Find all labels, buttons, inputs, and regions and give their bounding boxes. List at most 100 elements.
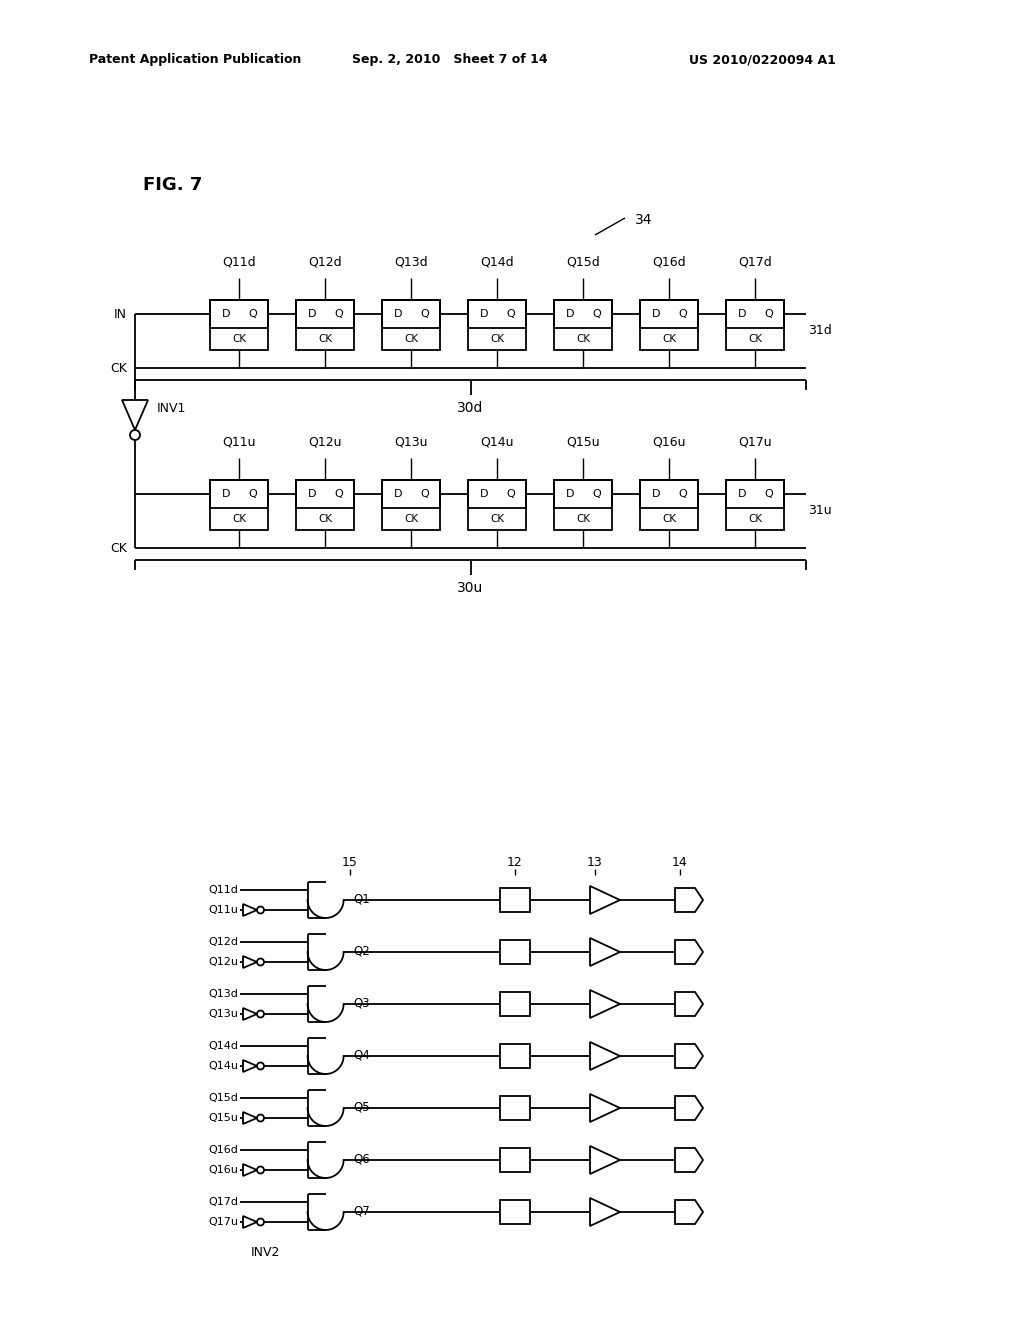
Text: Q: Q	[592, 309, 601, 319]
Text: Q12d: Q12d	[208, 937, 238, 946]
Text: Q: Q	[506, 488, 515, 499]
Text: D: D	[221, 488, 230, 499]
Text: 15: 15	[342, 857, 358, 870]
Text: CK: CK	[489, 513, 504, 524]
Text: Q15d: Q15d	[208, 1093, 238, 1104]
Text: CK: CK	[662, 334, 676, 345]
Bar	[296, 480, 354, 508]
Text: US 2010/0220094 A1: US 2010/0220094 A1	[688, 54, 836, 66]
Bar	[382, 480, 440, 531]
Text: Q: Q	[420, 488, 429, 499]
Text: Q13u: Q13u	[208, 1008, 238, 1019]
Text: Q17d: Q17d	[208, 1197, 238, 1206]
Text: Q15u: Q15u	[566, 436, 600, 449]
Text: Q16d: Q16d	[208, 1144, 238, 1155]
Text: D: D	[737, 488, 745, 499]
Text: Q: Q	[248, 488, 257, 499]
Text: Q5: Q5	[353, 1101, 371, 1114]
Bar	[726, 480, 784, 508]
Text: CK: CK	[748, 334, 762, 345]
Bar	[640, 480, 698, 531]
Text: Q14d: Q14d	[480, 256, 514, 268]
Bar	[554, 480, 612, 508]
Text: Q: Q	[592, 488, 601, 499]
Text: INV2: INV2	[250, 1246, 280, 1258]
Text: Q11d: Q11d	[222, 256, 256, 268]
Bar	[500, 1096, 530, 1119]
Text: Q11d: Q11d	[208, 884, 238, 895]
Bar	[554, 480, 612, 531]
Text: CK: CK	[317, 334, 332, 345]
Text: D: D	[221, 309, 230, 319]
Text: D: D	[651, 309, 659, 319]
Bar	[554, 300, 612, 350]
Text: Q7: Q7	[353, 1204, 371, 1217]
Text: Sep. 2, 2010   Sheet 7 of 14: Sep. 2, 2010 Sheet 7 of 14	[352, 54, 548, 66]
Text: Q16d: Q16d	[652, 256, 686, 268]
Text: Q4: Q4	[353, 1048, 371, 1061]
Text: CK: CK	[111, 541, 127, 554]
Bar	[296, 300, 354, 327]
Text: D: D	[307, 309, 316, 319]
Bar	[500, 940, 530, 964]
Bar	[500, 993, 530, 1016]
Bar	[210, 300, 268, 350]
Text: Q: Q	[420, 309, 429, 319]
Text: 12: 12	[507, 857, 523, 870]
Text: Q: Q	[506, 309, 515, 319]
Text: Q12u: Q12u	[308, 436, 342, 449]
Bar	[382, 300, 440, 327]
Text: D: D	[393, 488, 401, 499]
Text: CK: CK	[575, 334, 590, 345]
Text: CK: CK	[748, 513, 762, 524]
Text: Q2: Q2	[353, 945, 371, 957]
Text: D: D	[565, 309, 573, 319]
Bar	[382, 480, 440, 508]
Text: Q12d: Q12d	[308, 256, 342, 268]
Text: Q: Q	[764, 488, 773, 499]
Text: CK: CK	[111, 362, 127, 375]
Bar	[382, 300, 440, 350]
Text: Q16u: Q16u	[652, 436, 686, 449]
Text: Q17u: Q17u	[738, 436, 772, 449]
Text: 14: 14	[672, 857, 688, 870]
Text: Q14u: Q14u	[480, 436, 514, 449]
Text: D: D	[651, 488, 659, 499]
Bar	[554, 300, 612, 327]
Text: Patent Application Publication: Patent Application Publication	[89, 54, 301, 66]
Text: CK: CK	[317, 513, 332, 524]
Text: Q13d: Q13d	[208, 989, 238, 999]
Text: Q: Q	[764, 309, 773, 319]
Text: Q15u: Q15u	[208, 1113, 238, 1123]
Text: Q: Q	[334, 488, 343, 499]
Text: CK: CK	[403, 334, 418, 345]
Text: D: D	[479, 488, 487, 499]
Bar	[468, 480, 526, 508]
Bar	[296, 300, 354, 350]
Text: CK: CK	[403, 513, 418, 524]
Bar	[726, 480, 784, 531]
Text: FIG. 7: FIG. 7	[143, 176, 203, 194]
Text: Q3: Q3	[353, 997, 371, 1010]
Text: 13: 13	[587, 857, 603, 870]
Bar	[500, 1148, 530, 1172]
Bar	[210, 480, 268, 531]
Text: CK: CK	[232, 334, 246, 345]
Text: Q14u: Q14u	[208, 1061, 238, 1071]
Text: Q13d: Q13d	[394, 256, 428, 268]
Bar	[726, 300, 784, 350]
Text: CK: CK	[662, 513, 676, 524]
Text: Q11u: Q11u	[208, 906, 238, 915]
Bar	[640, 480, 698, 508]
Text: Q15d: Q15d	[566, 256, 600, 268]
Text: 30d: 30d	[458, 401, 483, 414]
Bar	[210, 300, 268, 327]
Text: CK: CK	[232, 513, 246, 524]
Text: Q16u: Q16u	[208, 1166, 238, 1175]
Bar	[468, 480, 526, 531]
Text: INV1: INV1	[157, 403, 186, 416]
Bar	[468, 300, 526, 327]
Text: 34: 34	[635, 213, 652, 227]
Text: Q11u: Q11u	[222, 436, 256, 449]
Text: CK: CK	[489, 334, 504, 345]
